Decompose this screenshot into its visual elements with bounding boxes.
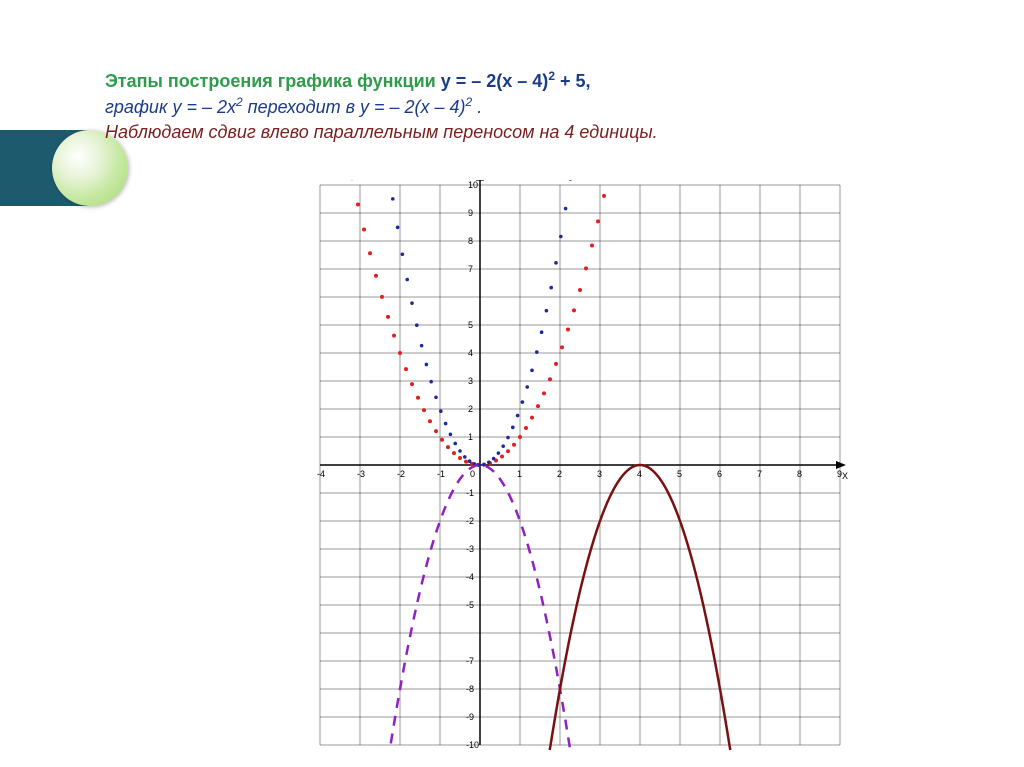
svg-text:7: 7 (757, 469, 762, 479)
svg-text:1: 1 (468, 432, 473, 442)
slide-title: Этапы построения графика функции у = – 2… (105, 68, 905, 146)
svg-text:2: 2 (468, 404, 473, 414)
svg-text:9: 9 (468, 208, 473, 218)
svg-text:-1: -1 (437, 469, 445, 479)
slide-bullet-decoration (0, 130, 90, 206)
svg-text:-5: -5 (466, 600, 474, 610)
svg-text:-8: -8 (466, 684, 474, 694)
svg-text:-2: -2 (466, 516, 474, 526)
svg-text:X: X (842, 471, 848, 481)
svg-text:10: 10 (468, 180, 478, 190)
svg-text:8: 8 (468, 236, 473, 246)
svg-text:4: 4 (637, 469, 642, 479)
svg-text:-9: -9 (466, 712, 474, 722)
svg-text:9: 9 (837, 469, 842, 479)
svg-text:-3: -3 (466, 544, 474, 554)
svg-text:2: 2 (557, 469, 562, 479)
svg-text:8: 8 (797, 469, 802, 479)
svg-text:3: 3 (468, 376, 473, 386)
svg-text:-10: -10 (466, 740, 479, 750)
svg-text:7: 7 (468, 264, 473, 274)
svg-text:1: 1 (517, 469, 522, 479)
title-green: Этапы построения графика функции (105, 71, 436, 91)
svg-text:-1: -1 (466, 488, 474, 498)
function-graph: Y X 0 -4 -3 -2 -1 1 2 3 4 5 6 7 8 9 1 2 3 4 5 7 8 9 10 -1 -2 -3 -4 -5… (310, 180, 870, 750)
svg-text:3: 3 (597, 469, 602, 479)
svg-text:-4: -4 (317, 469, 325, 479)
title-blue: у = – 2(х – 4)2 + 5, (441, 71, 591, 91)
svg-text:5: 5 (468, 320, 473, 330)
svg-text:-4: -4 (466, 572, 474, 582)
svg-text:-3: -3 (357, 469, 365, 479)
svg-text:-7: -7 (466, 656, 474, 666)
svg-text:Y: Y (488, 180, 494, 181)
title-line2: график у = – 2х2 переходит в у = – 2(х –… (105, 94, 905, 120)
title-line3: Наблюдаем сдвиг влево параллельным перен… (105, 120, 905, 145)
svg-text:-2: -2 (397, 469, 405, 479)
svg-text:0: 0 (470, 469, 475, 479)
svg-text:6: 6 (717, 469, 722, 479)
svg-text:5: 5 (677, 469, 682, 479)
svg-text:4: 4 (468, 348, 473, 358)
